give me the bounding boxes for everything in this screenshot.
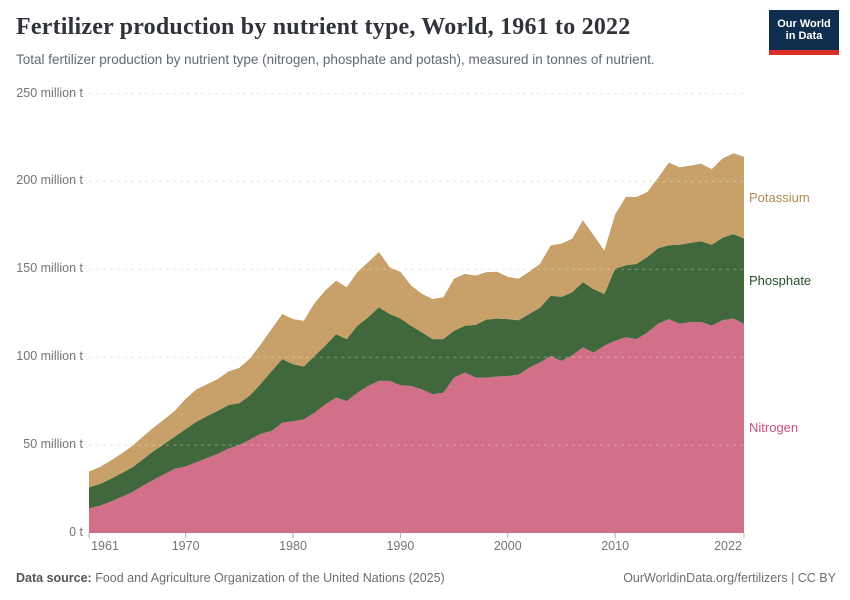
y-tick-label: 250 million t [16,85,83,100]
y-tick-label: 150 million t [16,261,83,276]
stacked-area-plot[interactable] [0,0,850,566]
y-tick-label: 100 million t [16,349,83,364]
x-tick-label: 2010 [601,539,630,553]
y-tick-label: 200 million t [16,173,83,188]
page-title: Fertilizer production by nutrient type, … [16,14,631,40]
chart-subtitle: Total fertilizer production by nutrient … [16,52,655,67]
data-source-text: Food and Agriculture Organization of the… [91,571,445,585]
x-tick-label: 2000 [493,539,522,553]
data-source-label: Data source: [16,571,92,585]
series-label-nitrogen: Nitrogen [749,420,799,436]
x-tick-label: 1990 [386,539,415,553]
series-label-phosphate: Phosphate [749,273,812,289]
data-source-note: Data source: Food and Agriculture Organi… [16,571,445,585]
chart-footer: Data source: Food and Agriculture Organi… [0,566,850,600]
owid-logo[interactable]: Our World in Data [769,10,839,55]
owid-license-link[interactable]: OurWorldinData.org/fertilizers | CC BY [623,571,836,585]
owid-logo-line2: in Data [785,30,823,42]
y-tick-label: 50 million t [23,437,83,452]
owid-logo-line1: Our World [777,17,831,30]
y-tick-label: 0 t [69,525,83,539]
x-tick-label: 2022 [714,539,742,553]
x-tick-label: 1980 [279,539,307,553]
area-potassium[interactable] [89,153,744,488]
x-tick-label: 1970 [171,539,200,553]
series-label-potassium: Potassium [749,189,810,205]
area-nitrogen[interactable] [89,318,744,534]
area-phosphate[interactable] [89,234,744,509]
x-tick-label: 1961 [91,539,119,553]
